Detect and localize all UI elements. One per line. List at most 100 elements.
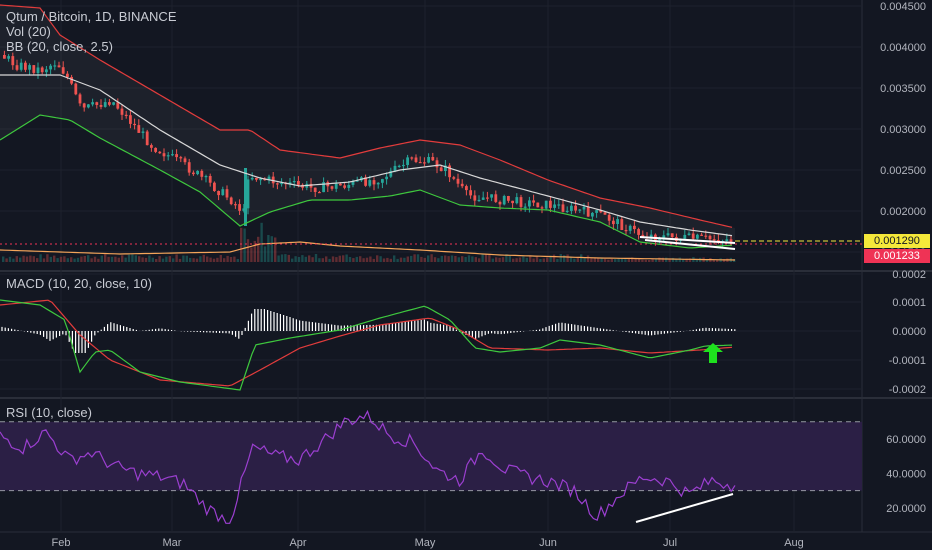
volume-bar [291,258,294,262]
candle-body [355,180,359,182]
volume-bar [274,237,277,262]
candle-body [271,176,275,184]
candle-body [137,125,141,133]
candle-body [36,67,40,73]
candle-body [498,201,502,205]
volume-bar [685,258,688,262]
volume-bar [512,258,515,262]
volume-bar [8,256,12,262]
candle-body [397,165,401,167]
rsi-tick-label: 40.0000 [886,468,926,480]
candle-body [288,182,292,185]
volume-bar [199,256,202,262]
volume-bar [260,222,263,262]
volume-bar [369,256,372,262]
volume-bar [39,254,42,262]
volume-bar [328,258,331,262]
candle-body [712,239,716,241]
volume-bar [29,255,32,262]
candle-body [385,176,388,180]
candle-body [217,191,220,196]
candle-body [78,94,82,104]
symbol-title[interactable]: Qtum / Bitcoin, 1D, BINANCE [6,9,177,24]
volume-bar [716,260,719,262]
volume-bar [144,257,148,262]
candle-body [19,62,23,70]
candle-body [423,162,426,164]
volume-bar [66,258,69,262]
candle-body [490,194,493,198]
candle-body [628,225,632,231]
candle-body [103,102,107,107]
candle-body [528,200,531,207]
candle-body [234,204,237,206]
candle-body [662,235,666,239]
volume-bar [495,257,498,262]
candle-body [15,65,19,70]
candle-body [166,155,170,157]
volume-bar [515,258,518,262]
candle-body [280,182,283,185]
volume-bar [104,254,107,262]
price-tick-label: 0.002500 [880,165,926,177]
candle-body [469,190,472,196]
volume-bar [461,256,464,262]
candle-body [334,183,338,189]
bb-indicator-label[interactable]: BB (20, close, 2.5) [6,39,113,54]
candle-body [292,181,296,183]
bb-upper-line [0,4,733,228]
volume-bar [202,254,205,262]
x-tick-label: Mar [163,537,182,549]
rsi-panel[interactable] [0,409,862,524]
volume-bar [532,258,535,262]
volume-bar [454,256,457,262]
price-tick-label: 0.003500 [880,83,926,95]
candle-body [225,189,229,198]
grid-lines [0,0,862,532]
vol-indicator-label[interactable]: Vol (20) [6,24,51,39]
volume-bar [654,258,658,262]
candle-body [196,170,199,175]
candle-body [486,197,489,199]
volume-bar [593,257,596,262]
volume-bar [505,254,508,262]
candle-body [7,56,10,59]
macd-legend: MACD (10, 20, close, 10) [6,276,152,291]
candle-body [637,229,640,235]
rsi-indicator-label[interactable]: RSI (10, close) [6,405,92,420]
rsi-band-fill [0,421,862,491]
candle-body [473,195,477,201]
volume-bar [12,258,15,262]
volume-bar [597,257,600,262]
volume-bar [209,257,212,262]
volume-bar [308,255,311,262]
macd-indicator-label[interactable]: MACD (10, 20, close, 10) [6,276,152,291]
candle-body [620,219,624,230]
volume-bar [253,240,256,262]
candle-body [150,145,153,148]
volume-bar [362,258,365,262]
volume-bar [229,257,233,262]
bullish-arrow-icon [703,343,723,363]
volume-bar [53,255,56,262]
volume-bar [56,258,59,262]
rsi-line [0,409,736,524]
volume-bar [634,258,637,262]
volume-bar [32,256,35,262]
volume-bar [342,255,345,262]
volume-bar [712,259,715,262]
volume-bar [440,255,443,262]
price-panel[interactable] [0,4,862,262]
candle-body [208,176,212,183]
candle-body [74,83,78,95]
volume-bar [563,255,566,262]
candle-body [339,183,342,186]
macd-panel[interactable] [0,299,736,391]
volume-bar [97,258,100,262]
volume-bar [355,256,358,262]
price-tick-label: 0.003000 [880,124,926,136]
volume-bar [80,256,83,262]
volume-bar [155,259,158,262]
candle-body [570,205,573,211]
price-tick-label: 0.004500 [880,1,926,13]
